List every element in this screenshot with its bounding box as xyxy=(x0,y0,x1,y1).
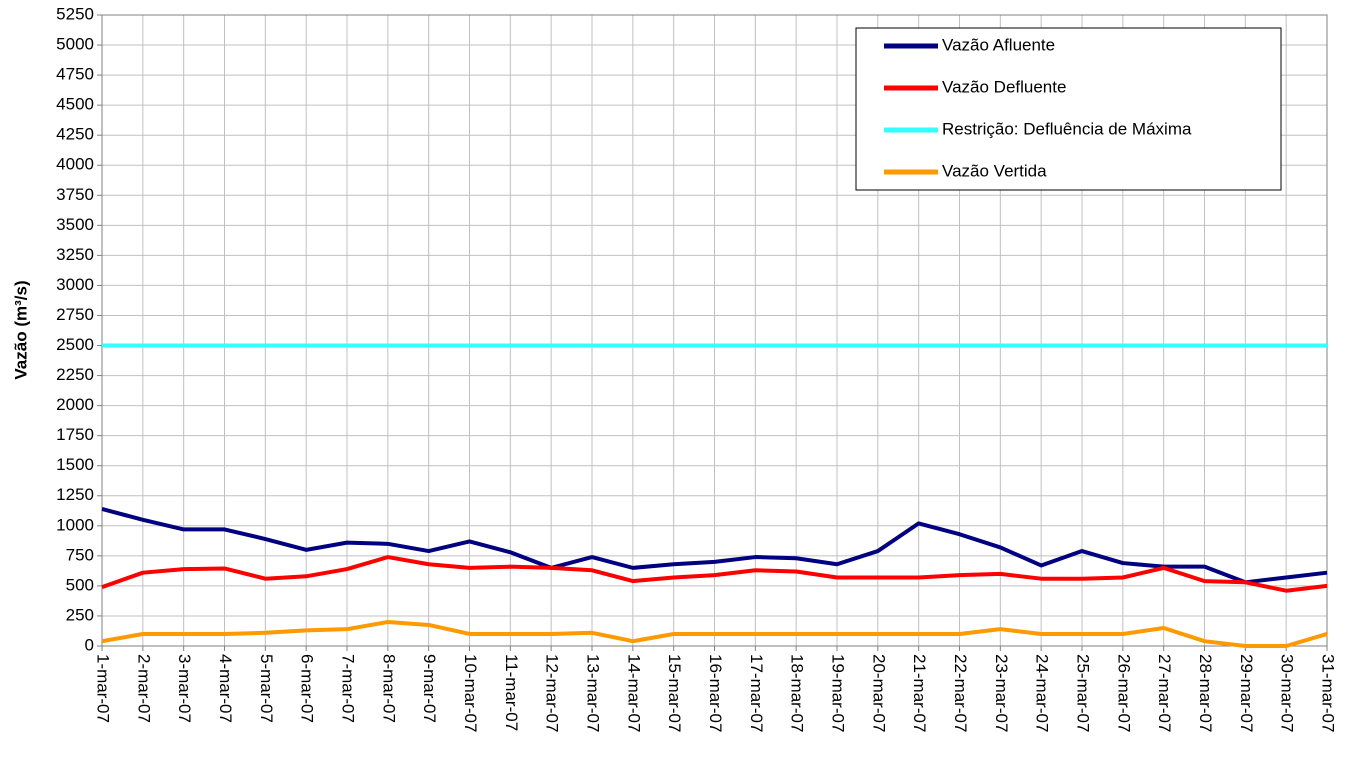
x-tick-label: 18-mar-07 xyxy=(788,654,807,732)
y-tick-label: 0 xyxy=(85,635,94,654)
x-tick-label: 30-mar-07 xyxy=(1278,654,1297,732)
legend-label: Vazão Defluente xyxy=(942,77,1066,96)
y-tick-label: 3750 xyxy=(56,185,94,204)
legend-label: Restrição: Defluência de Máxima xyxy=(942,119,1192,138)
x-tick-label: 6-mar-07 xyxy=(298,654,317,723)
x-tick-label: 5-mar-07 xyxy=(257,654,276,723)
y-axis-label: Vazão (m³/s) xyxy=(11,280,30,379)
x-tick-label: 13-mar-07 xyxy=(584,654,603,732)
x-tick-label: 25-mar-07 xyxy=(1074,654,1093,732)
x-tick-label: 17-mar-07 xyxy=(747,654,766,732)
x-tick-label: 1-mar-07 xyxy=(94,654,113,723)
y-tick-label: 1500 xyxy=(56,455,94,474)
x-tick-label: 23-mar-07 xyxy=(992,654,1011,732)
x-tick-label: 22-mar-07 xyxy=(951,654,970,732)
x-tick-label: 16-mar-07 xyxy=(706,654,725,732)
y-tick-label: 1750 xyxy=(56,425,94,444)
x-tick-label: 9-mar-07 xyxy=(420,654,439,723)
y-tick-label: 4000 xyxy=(56,155,94,174)
x-tick-label: 28-mar-07 xyxy=(1196,654,1215,732)
y-tick-label: 2000 xyxy=(56,395,94,414)
legend-box xyxy=(855,27,1282,191)
legend-label: Vazão Vertida xyxy=(942,161,1047,180)
x-tick-label: 11-mar-07 xyxy=(502,654,521,731)
y-tick-label: 750 xyxy=(66,545,94,564)
y-tick-label: 250 xyxy=(66,605,94,624)
y-tick-label: 5000 xyxy=(56,35,94,54)
plot-border xyxy=(101,14,1328,647)
y-tick-label: 500 xyxy=(66,575,94,594)
legend-label: Vazão Afluente xyxy=(942,35,1055,54)
x-tick-label: 20-mar-07 xyxy=(869,654,888,732)
y-tick-label: 2750 xyxy=(56,305,94,324)
x-tick-label: 29-mar-07 xyxy=(1237,654,1256,732)
x-tick-label: 15-mar-07 xyxy=(665,654,684,732)
y-tick-label: 2250 xyxy=(56,365,94,384)
y-tick-label: 2500 xyxy=(56,335,94,354)
x-tick-label: 3-mar-07 xyxy=(175,654,194,723)
x-tick-label: 19-mar-07 xyxy=(829,654,848,732)
x-tick-label: 31-mar-07 xyxy=(1319,654,1338,732)
y-tick-label: 1000 xyxy=(56,515,94,534)
x-tick-label: 26-mar-07 xyxy=(1114,654,1133,732)
series-line xyxy=(101,619,1328,648)
x-tick-label: 12-mar-07 xyxy=(543,654,562,732)
x-tick-label: 24-mar-07 xyxy=(1033,654,1052,732)
y-tick-label: 3000 xyxy=(56,275,94,294)
x-tick-label: 27-mar-07 xyxy=(1155,654,1174,732)
y-tick-label: 3250 xyxy=(56,245,94,264)
x-tick-label: 2-mar-07 xyxy=(134,654,153,723)
y-tick-label: 4750 xyxy=(56,65,94,84)
x-tick-label: 4-mar-07 xyxy=(216,654,235,723)
series-line xyxy=(101,507,1328,585)
x-tick-label: 14-mar-07 xyxy=(624,654,643,732)
y-tick-label: 4500 xyxy=(56,95,94,114)
y-tick-label: 1250 xyxy=(56,485,94,504)
x-tick-label: 8-mar-07 xyxy=(379,654,398,723)
x-tick-label: 10-mar-07 xyxy=(461,654,480,732)
x-tick-label: 21-mar-07 xyxy=(910,654,929,732)
series-line xyxy=(101,555,1328,593)
x-tick-label: 7-mar-07 xyxy=(339,654,358,723)
y-tick-label: 5250 xyxy=(56,4,94,23)
y-tick-label: 3500 xyxy=(56,215,94,234)
y-tick-label: 4250 xyxy=(56,125,94,144)
